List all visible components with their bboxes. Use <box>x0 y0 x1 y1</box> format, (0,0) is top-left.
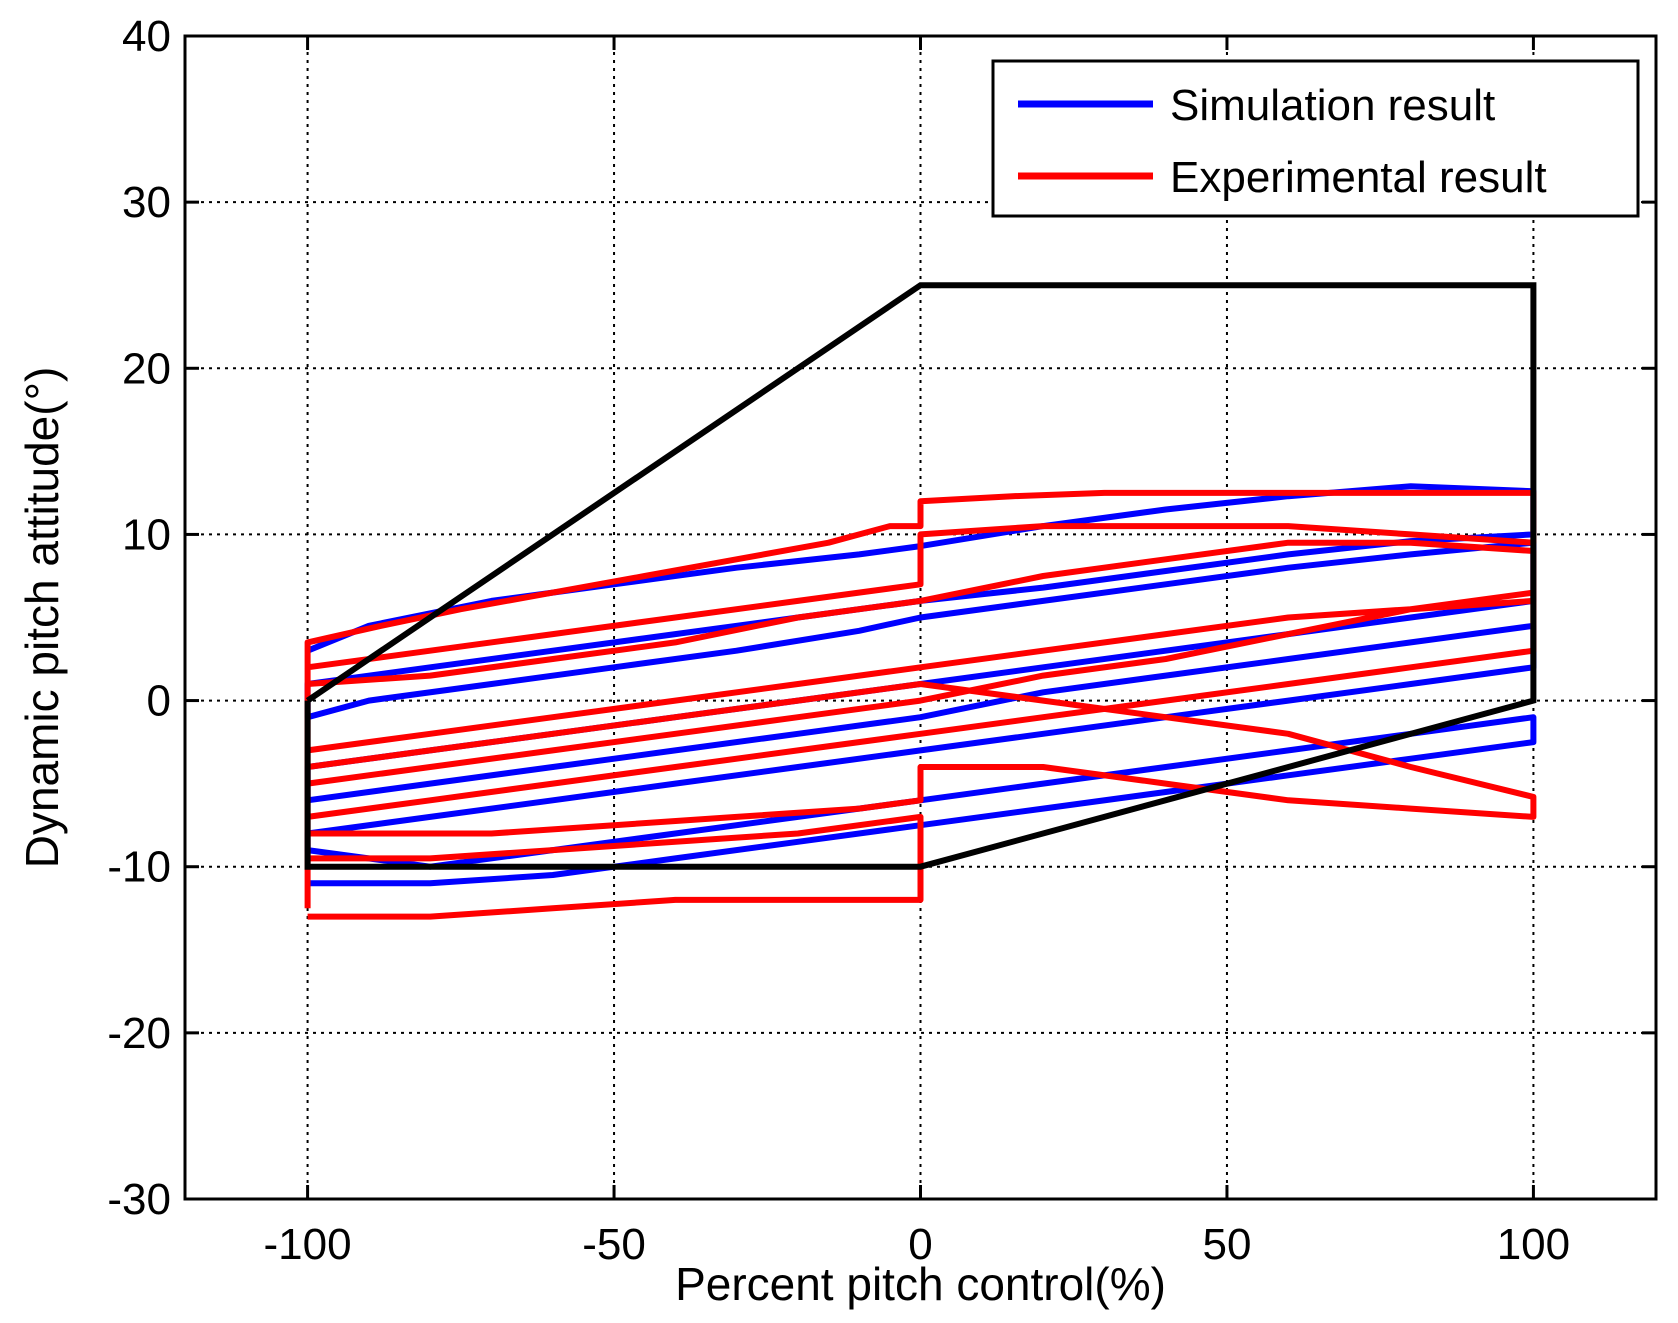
grid <box>185 36 1656 1199</box>
y-tick-label: -10 <box>107 843 171 892</box>
y-tick-label: 30 <box>122 178 171 227</box>
envelope-boundary <box>304 282 1537 870</box>
x-tick-label: 50 <box>1202 1220 1251 1269</box>
legend-box <box>991 59 1640 218</box>
plot-area <box>304 282 1537 920</box>
y-tick-label: -30 <box>107 1175 171 1224</box>
series-experimental <box>304 489 1537 920</box>
x-tick-label: 0 <box>908 1220 932 1269</box>
y-axis-label: Dynamic pitch attitude(°) <box>16 367 68 869</box>
x-tick-label: -50 <box>582 1220 646 1269</box>
y-tick-label: 20 <box>122 344 171 393</box>
y-tick-label: 0 <box>147 677 171 726</box>
y-tick-label: 10 <box>122 510 171 559</box>
legend-label-experimental: Experimental result <box>1170 153 1547 202</box>
legend: Simulation result Experimental result <box>991 59 1640 218</box>
x-tick-label: 100 <box>1497 1220 1570 1269</box>
y-tick-label: -20 <box>107 1009 171 1058</box>
x-tick-label: -100 <box>264 1220 352 1269</box>
legend-label-simulation: Simulation result <box>1170 81 1495 130</box>
x-axis-label: Percent pitch control(%) <box>675 1258 1166 1310</box>
y-tick-label: 40 <box>122 12 171 61</box>
